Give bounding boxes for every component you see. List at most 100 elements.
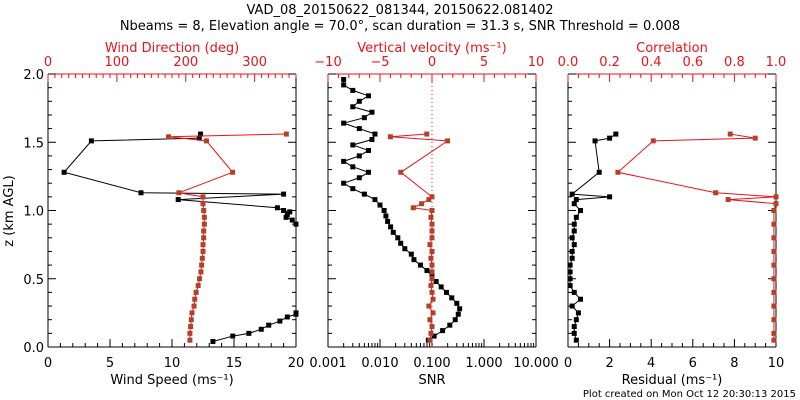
data-point (440, 328, 446, 334)
data-point (577, 208, 583, 213)
data-point (454, 300, 460, 306)
data-point (575, 310, 581, 316)
data-point (592, 138, 598, 144)
data-point (200, 201, 206, 207)
data-point (350, 164, 356, 170)
data-point (201, 214, 207, 220)
data-point (424, 268, 430, 274)
data-point (429, 208, 435, 213)
data-point (430, 296, 436, 302)
data-point (230, 169, 236, 175)
data-point (429, 228, 435, 234)
data-point (771, 276, 777, 282)
data-point (596, 169, 602, 175)
data-point (411, 257, 417, 263)
top-tick-label: 200 (173, 55, 198, 70)
data-point (771, 262, 777, 268)
data-point (429, 276, 435, 282)
data-point (428, 255, 434, 261)
data-point (426, 197, 432, 203)
data-point (725, 197, 731, 203)
data-point (189, 310, 195, 316)
data-point (429, 289, 435, 295)
data-point (431, 333, 437, 339)
data-point (607, 194, 613, 200)
data-point (196, 135, 202, 141)
data-point (365, 147, 371, 153)
x-axis-label: Residual (ms⁻¹) (622, 373, 723, 388)
data-point (341, 180, 347, 186)
data-point (372, 197, 378, 203)
data-point (429, 324, 435, 330)
top-tick-label: 10 (528, 55, 545, 70)
data-point (607, 135, 613, 141)
data-point (387, 134, 393, 140)
data-point (281, 208, 287, 213)
data-point (283, 214, 289, 220)
data-point (197, 276, 203, 282)
data-point (429, 221, 435, 227)
data-point (395, 235, 401, 241)
data-point (577, 296, 583, 302)
data-point (569, 235, 575, 241)
data-point (443, 289, 449, 295)
series-line-correlation (616, 133, 777, 341)
data-point (773, 194, 779, 200)
data-point (341, 82, 347, 88)
data-point (771, 337, 777, 343)
x-tick-label: 2 (605, 356, 613, 371)
data-point (284, 212, 290, 218)
data-point (445, 138, 451, 144)
data-point (428, 283, 434, 289)
data-point (438, 284, 444, 290)
data-point (383, 213, 389, 219)
data-point (571, 289, 577, 295)
data-point (388, 224, 394, 230)
data-point (398, 169, 404, 175)
data-point (191, 303, 197, 309)
data-point (417, 262, 423, 268)
y-tick-label: 2.0 (23, 68, 44, 83)
data-point (199, 255, 205, 261)
data-point (198, 131, 204, 137)
data-point (350, 186, 356, 192)
data-point (771, 221, 777, 227)
data-point (398, 240, 404, 246)
data-point (573, 214, 579, 220)
data-point (424, 131, 430, 137)
data-point (88, 138, 94, 144)
x-tick-label: 1.000 (465, 356, 502, 371)
data-point (771, 208, 777, 213)
data-point (246, 330, 252, 336)
data-point (341, 158, 347, 164)
top-tick-label: 0 (428, 55, 436, 70)
top-tick-label: 0.4 (641, 55, 662, 70)
top-tick-label: 0.6 (682, 55, 703, 70)
data-point (210, 339, 216, 345)
x-tick-label: 15 (226, 356, 243, 371)
data-point (571, 324, 577, 330)
data-point (427, 337, 433, 343)
x-tick-label: 10.000 (513, 356, 559, 371)
data-point (350, 87, 356, 93)
data-point (277, 318, 283, 324)
data-point (289, 217, 295, 223)
data-point (61, 169, 67, 175)
data-point (752, 135, 758, 141)
x-tick-label: 0.010 (361, 356, 398, 371)
data-point (402, 246, 408, 252)
data-point (613, 131, 619, 137)
data-point (771, 317, 777, 323)
data-point (419, 201, 425, 207)
data-point (569, 191, 575, 197)
y-tick-label: 1.5 (23, 136, 44, 151)
data-point (428, 330, 434, 336)
data-point (428, 214, 434, 220)
x-tick-label: 0.100 (413, 356, 450, 371)
data-point (571, 201, 577, 207)
data-point (200, 248, 206, 254)
data-point (188, 324, 194, 330)
data-point (201, 235, 207, 241)
data-point (201, 208, 207, 213)
